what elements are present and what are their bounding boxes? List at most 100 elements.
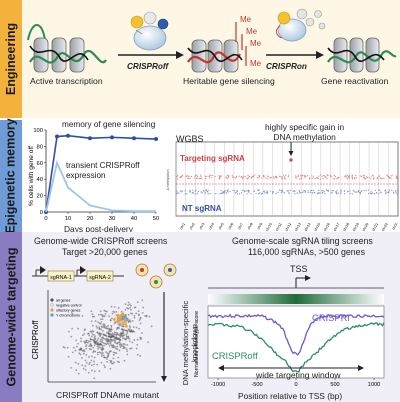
nt-dot xyxy=(316,193,319,195)
targeting-dot xyxy=(366,176,369,179)
nt-dot xyxy=(369,192,371,194)
tiling-xtick-label: 0 xyxy=(294,382,297,388)
targeting-dot xyxy=(347,174,349,176)
scatter-gene-dot xyxy=(109,342,112,345)
scatter-gene-dot xyxy=(66,346,69,349)
scatter-gene-dot xyxy=(101,347,104,350)
scatter-gene-dot xyxy=(103,315,106,318)
memory-xtick-label: 40 xyxy=(131,216,137,222)
nt-dot xyxy=(351,193,353,195)
targeting-dot xyxy=(258,177,260,179)
scatter-gene-dot xyxy=(104,313,107,315)
nt-dot xyxy=(277,191,279,193)
scatter-gene-dot xyxy=(127,307,130,310)
targeting-dot xyxy=(351,175,353,177)
scatter-gene-dot xyxy=(100,361,103,364)
targeting-dot xyxy=(243,175,245,178)
chromosome-label: chr3 xyxy=(198,222,205,230)
scatter-gene-dot xyxy=(101,349,104,352)
targeting-dot xyxy=(269,177,271,179)
scatter-gene-dot xyxy=(127,313,130,316)
targeting-dot xyxy=(372,175,375,177)
targeting-dot xyxy=(316,177,318,179)
scatter-gene-dot xyxy=(91,313,94,316)
targeting-dot xyxy=(376,177,378,180)
scatter-gene-dot xyxy=(115,334,118,336)
scatter-gene-dot xyxy=(101,341,104,344)
scatter-gene-dot xyxy=(133,339,136,341)
scatter-gene-dot xyxy=(104,356,107,359)
scatter-gene-dot xyxy=(77,342,80,345)
caption-heritable-silencing: Heritable gene silencing xyxy=(183,76,275,86)
nt-dot xyxy=(318,192,320,194)
memory-point xyxy=(66,133,70,138)
genome-wide-band: Genome-wide targeting xyxy=(0,232,22,402)
targeting-dot xyxy=(263,176,265,178)
targeting-dot xyxy=(395,177,397,179)
targeting-dot xyxy=(208,177,210,179)
targeting-dot xyxy=(187,177,189,179)
targeting-dot xyxy=(179,176,181,178)
scatter-gene-dot xyxy=(129,320,132,323)
targeting-dot xyxy=(297,175,299,177)
y-chromosome-dot xyxy=(124,314,127,317)
nt-dot xyxy=(365,189,367,192)
targeting-dot xyxy=(300,174,302,176)
crispron-tool-label: CRISPRon xyxy=(266,62,307,71)
targeting-dot xyxy=(272,176,275,178)
nt-dot xyxy=(336,189,338,192)
nt-dot xyxy=(179,190,181,192)
targeting-dot xyxy=(321,175,323,177)
nt-dot xyxy=(394,190,397,192)
genome-wide-section-label: Genome-wide targeting xyxy=(4,247,18,387)
nt-dot xyxy=(272,192,274,194)
memory-of-silencing-label: memory of gene silencing xyxy=(62,120,156,129)
scatter-gene-dot xyxy=(112,346,115,349)
tiling-ylabel: Normalized phenotype score xyxy=(194,311,200,377)
nt-dot xyxy=(395,191,397,193)
epigenetic-band: Epigenetic memory xyxy=(0,118,22,234)
memory-xtick-label: 20 xyxy=(87,216,93,222)
nt-dot xyxy=(201,192,203,194)
targeting-dot xyxy=(345,175,347,177)
scatter-gene-dot xyxy=(138,327,141,330)
crisproff-line xyxy=(207,322,385,373)
scatter-gene-dot xyxy=(96,351,99,354)
nt-dot xyxy=(396,190,399,192)
nt-dot xyxy=(353,190,355,192)
scatter-gene-dot xyxy=(118,349,121,352)
nt-dot xyxy=(388,189,390,191)
nt-dot xyxy=(347,191,349,193)
nt-dot xyxy=(253,190,255,192)
scatter-gene-dot xyxy=(92,339,95,341)
targeting-dot xyxy=(330,175,332,177)
nt-dot xyxy=(227,191,229,193)
chromosome-label: chr19 xyxy=(352,222,360,232)
left-screen-subtitle: Target >20,000 genes xyxy=(62,247,148,257)
tss-arrow xyxy=(305,275,311,281)
targeting-dot xyxy=(199,177,202,179)
scatter-gene-dot xyxy=(109,367,112,370)
targeting-dot xyxy=(306,174,309,177)
nt-dot xyxy=(238,193,241,195)
scatter-gene-dot xyxy=(127,304,130,307)
nt-dot xyxy=(359,193,361,195)
olfactory-dot xyxy=(117,319,120,323)
targeting-dot xyxy=(247,175,249,177)
targeting-dot xyxy=(177,178,179,180)
targeting-dot xyxy=(281,178,283,180)
scatter-gene-dot xyxy=(129,307,132,309)
legend-negative-control: negative control xyxy=(56,304,82,308)
scatter-gene-dot xyxy=(108,330,110,333)
nt-dot xyxy=(378,193,380,195)
scatter-gene-dot xyxy=(107,339,110,342)
targeting-dot xyxy=(371,174,374,176)
tiling-xtick-label: -500 xyxy=(251,382,262,388)
scatter-gene-dot xyxy=(129,347,131,350)
nt-dot xyxy=(357,189,360,192)
targeting-dot xyxy=(218,174,220,176)
scatter-gene-dot xyxy=(81,334,84,337)
targeting-dot xyxy=(268,176,270,178)
caption-active-transcription: Active transcription xyxy=(30,76,103,86)
nt-dot xyxy=(192,189,194,192)
